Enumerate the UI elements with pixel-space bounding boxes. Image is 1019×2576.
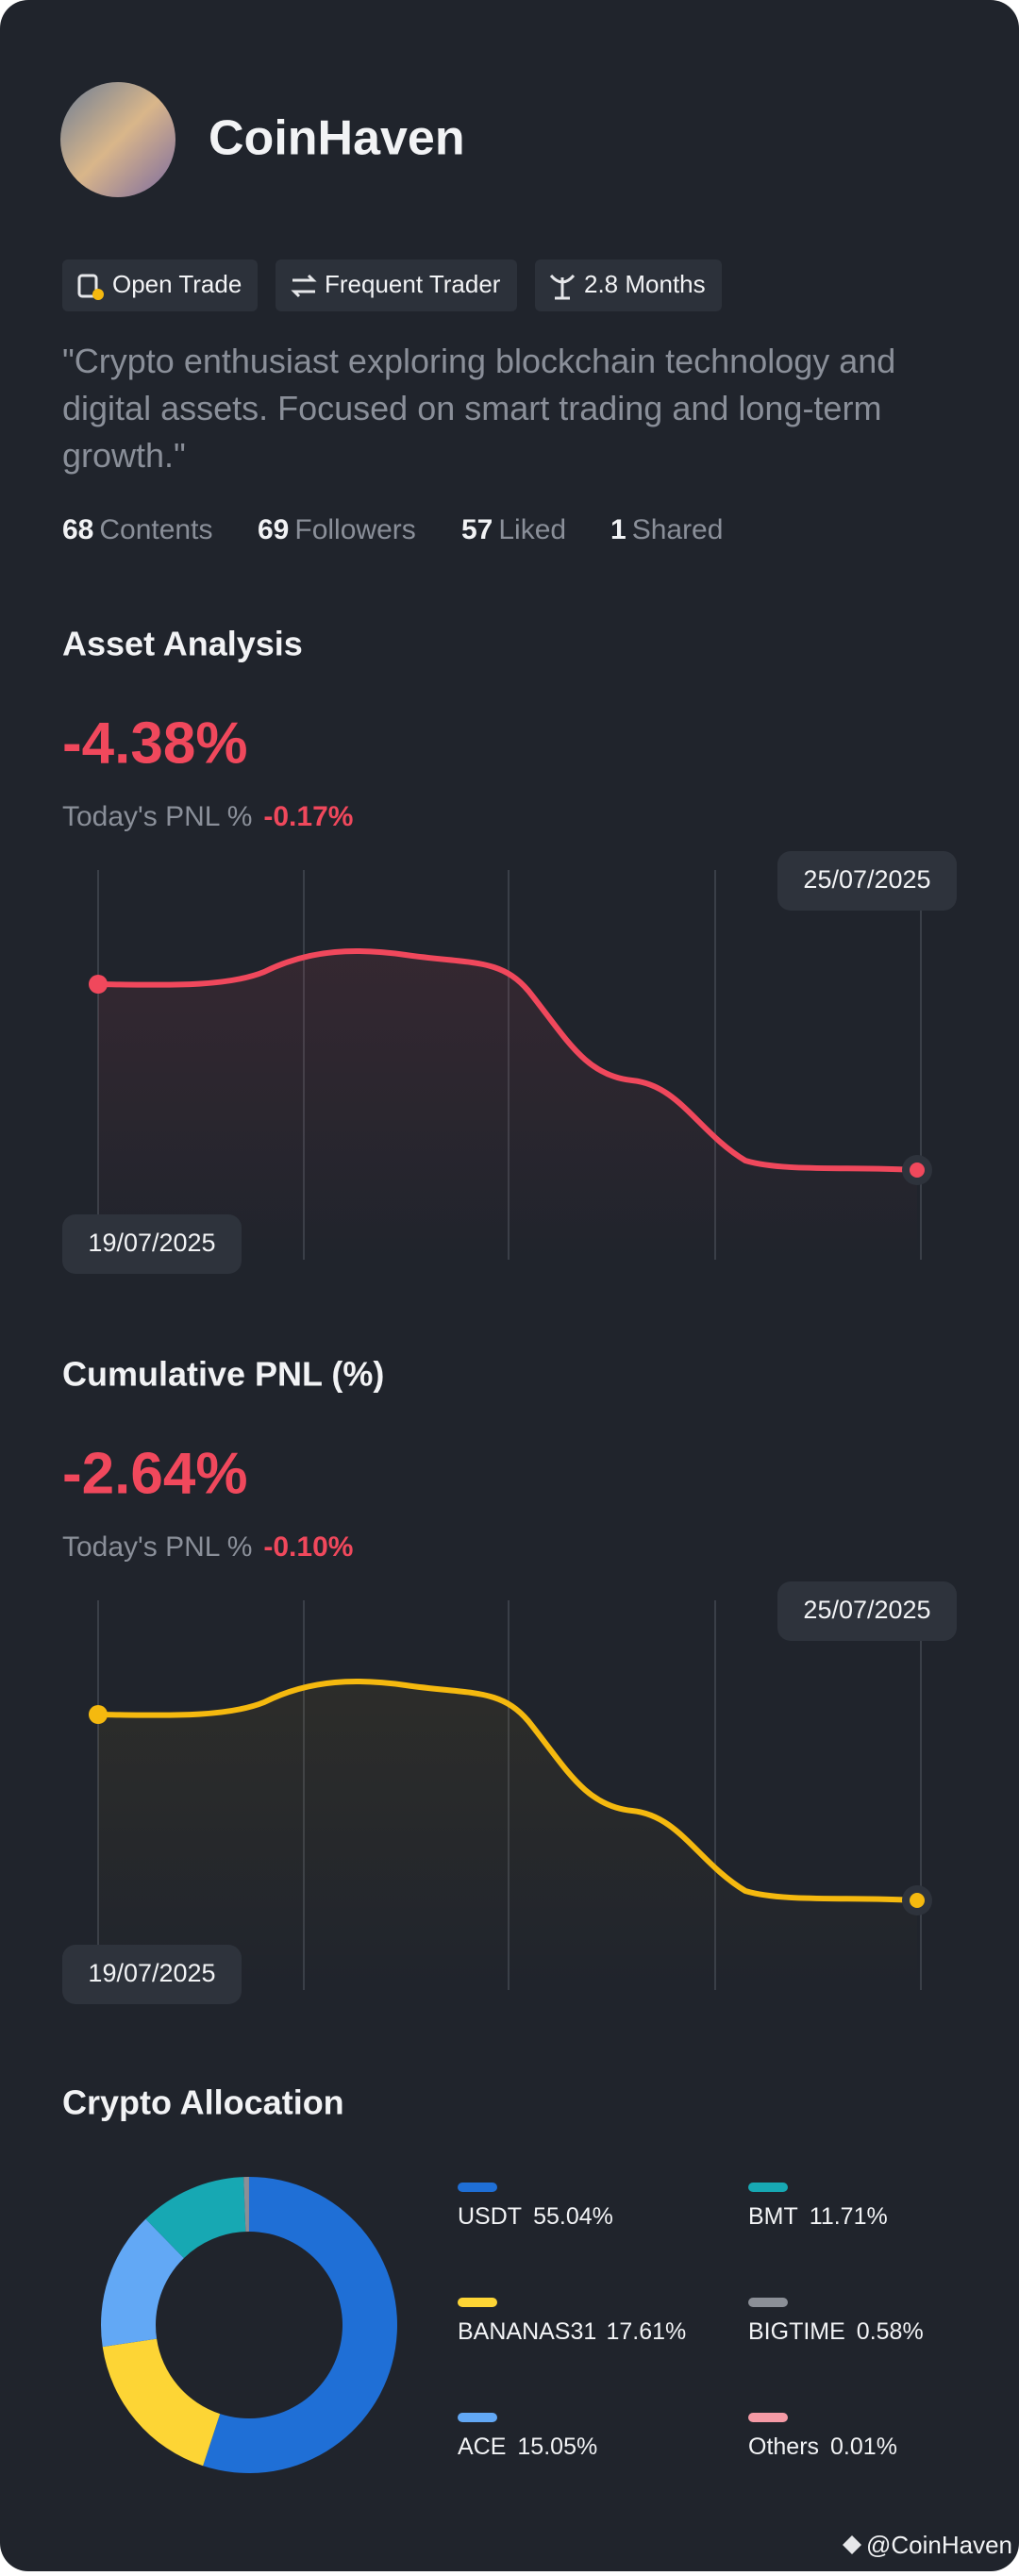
legend-name: Others [748,2434,819,2460]
tag-icon [92,289,104,300]
stat-value: 57 [461,514,493,545]
stat-value: 69 [258,514,289,545]
section-title: Asset Analysis [62,625,303,663]
tag-label: Frequent Trader [325,270,501,298]
date-start: 19/07/2025 [88,1959,215,1987]
legend-entry: USDT 55.04% [458,2203,613,2230]
section-title: Crypto Allocation [62,2083,344,2122]
legend-swatch [748,2413,788,2422]
legend-entry: ACE 15.05% [458,2434,597,2460]
date-start: 19/07/2025 [88,1229,215,1257]
start-point [89,1705,108,1724]
stat-label: Shared [632,514,724,545]
watermark-text: @CoinHaven [866,2531,1012,2559]
today-pnl: Today's PNL % -0.10% [62,1531,353,1563]
legend-name: BANANAS31 [458,2318,595,2345]
bio: "Crypto enthusiast exploring blockchain … [62,338,968,479]
legend-name: BIGTIME [748,2318,845,2345]
legend-value: 0.58% [857,2318,924,2345]
legend-swatch [748,2183,788,2192]
today-value: -0.10% [263,1531,353,1563]
user-name: CoinHaven [209,111,465,166]
stat-label: Followers [294,514,415,545]
tags: Open Trade Frequent Trader 2.8 Months [62,259,722,311]
legend-name: ACE [458,2434,506,2460]
total-pnl: -2.64% [62,1441,247,1506]
today-value: -0.17% [263,801,353,832]
date-end: 25/07/2025 [803,1596,930,1624]
total-pnl: -4.38% [62,711,247,776]
stat-value: 68 [62,514,93,545]
date-end: 25/07/2025 [803,865,930,894]
stat-label: Liked [498,514,566,545]
legend-swatch [458,2413,497,2422]
legend-swatch [458,2298,497,2307]
tag-label: 2.8 Months [584,270,706,298]
start-point [89,975,108,994]
today-label: Today's PNL % [62,1531,252,1563]
stat-label: Contents [99,514,212,545]
avatar [60,82,175,197]
legend-swatch [458,2183,497,2192]
today-label: Today's PNL % [62,801,252,832]
legend-swatch [748,2298,788,2307]
end-point [910,1163,925,1178]
legend-name: BMT [748,2203,798,2230]
bio-box: "Crypto enthusiast exploring blockchain … [62,338,968,489]
legend-name: USDT [458,2203,522,2230]
legend-value: 11.71% [810,2203,888,2230]
legend-value: 0.01% [830,2434,897,2460]
section-title: Cumulative PNL (%) [62,1355,384,1394]
legend-entry: BIGTIME 0.58% [748,2318,924,2345]
legend-value: 15.05% [517,2434,597,2460]
legend-entry: BANANAS31 17.61% [458,2318,686,2345]
watermark: @CoinHaven [843,2531,1012,2559]
legend-value: 55.04% [533,2203,613,2230]
legend-value: 17.61% [606,2318,686,2345]
legend-entry: BMT 11.71% [748,2203,888,2230]
stat-value: 1 [610,514,626,545]
end-point [910,1893,925,1908]
today-pnl: Today's PNL % -0.17% [62,801,353,832]
tag-label: Open Trade [112,270,242,298]
